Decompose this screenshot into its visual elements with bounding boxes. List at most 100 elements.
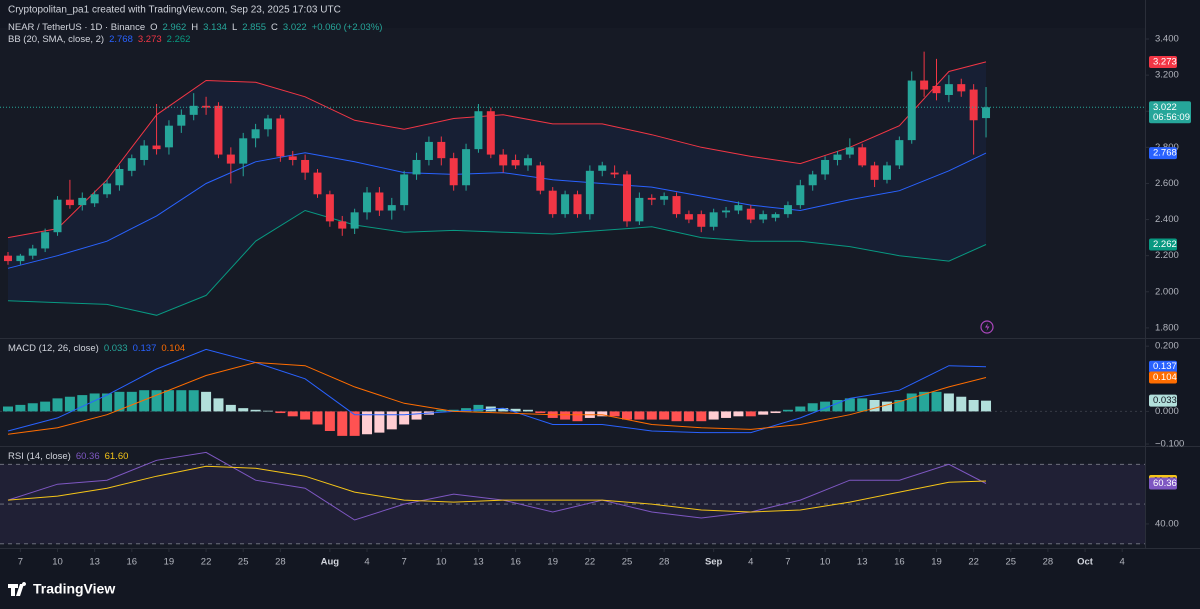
candle-body [164, 125, 173, 148]
candle-body [214, 105, 223, 155]
price-tag-label: 0.033 [1153, 395, 1177, 406]
candle-body [375, 192, 384, 211]
histogram-bar [312, 411, 323, 425]
histogram-bar [411, 411, 422, 420]
candle-body [424, 141, 433, 160]
x-tick-label: 4 [748, 557, 753, 568]
y-tick-label: 0.000 [1155, 406, 1179, 417]
candle-body [499, 154, 508, 166]
candle-body [882, 165, 891, 180]
price-tag-label: 60.36 [1153, 478, 1177, 489]
histogram-bar [857, 398, 868, 412]
y-tick-label: 3.400 [1155, 34, 1179, 45]
x-tick-label: Sep [705, 557, 723, 568]
y-tick-label: 40.00 [1155, 518, 1179, 529]
price-tag [1149, 238, 1177, 251]
candle-body [325, 194, 334, 222]
candle-body [115, 169, 124, 186]
histogram-bar [250, 409, 261, 412]
y-tick-label: 1.800 [1155, 322, 1179, 333]
x-tick-label: 13 [473, 557, 484, 568]
legend-item: 2.962 [163, 22, 187, 33]
x-tick-label: 25 [622, 557, 633, 568]
candle-body [276, 118, 285, 157]
candle-body [982, 107, 991, 119]
histogram-bar [151, 390, 162, 412]
candle-body [944, 84, 953, 95]
y-tick-label: 2.400 [1155, 214, 1179, 225]
candle-body [53, 199, 62, 233]
candle-body [610, 172, 619, 175]
histogram-bar [238, 408, 249, 412]
histogram-bar [176, 390, 187, 412]
candle-body [400, 174, 409, 206]
x-tick-label: 28 [275, 557, 286, 568]
histogram-bar [981, 400, 992, 412]
attribution: Cryptopolitan_pa1 created with TradingVi… [8, 5, 341, 16]
x-tick-label: 13 [857, 557, 868, 568]
candle-body [511, 159, 520, 166]
histogram-bar [931, 391, 942, 412]
histogram-bar [324, 411, 335, 431]
price-tag [1149, 101, 1191, 124]
candle-body [263, 118, 272, 130]
candle-body [845, 147, 854, 155]
candle-body [920, 80, 929, 90]
histogram-bar [919, 391, 930, 412]
candle-body [412, 159, 421, 175]
candle-body [103, 183, 112, 195]
indicator-line [7, 61, 987, 239]
candle-body [722, 210, 731, 213]
legend-item: RSI (14, close) [8, 451, 71, 462]
histogram-bar [733, 411, 744, 417]
candle-body [338, 221, 347, 229]
histogram-bar [213, 398, 224, 412]
x-tick-label: 19 [547, 557, 558, 568]
legend-item: 0.033 [104, 343, 128, 354]
histogram-bar [362, 411, 373, 435]
candle-body [647, 197, 656, 200]
legend-item: 2.262 [167, 34, 191, 45]
alert-icon [980, 320, 994, 334]
candle-body [152, 145, 161, 150]
histogram-bar [102, 393, 113, 412]
candle-body [28, 248, 37, 256]
x-tick-label: 25 [1005, 557, 1016, 568]
band-fill [8, 61, 987, 316]
histogram-bar [522, 409, 533, 412]
histogram-bar [696, 411, 707, 422]
histogram-bar [683, 411, 694, 422]
legend-item: 0.104 [161, 343, 185, 354]
legend: RSI (14, close) 60.36 61.60 [8, 451, 128, 462]
candle-body [573, 194, 582, 215]
legend-item: 2.855 [242, 22, 266, 33]
price-tag-label: 0.104 [1153, 372, 1177, 383]
y-tick-label: 0.200 [1155, 341, 1179, 352]
candle-body [561, 194, 570, 215]
legend-item: BB (20, SMA, close, 2) [8, 34, 104, 45]
legend-item: +0.060 (+2.03%) [312, 22, 383, 33]
candle-body [709, 212, 718, 227]
candle-body [821, 159, 830, 175]
candle-body [387, 205, 396, 211]
histogram-bar [869, 399, 880, 412]
indicator-line [7, 209, 987, 316]
histogram-bar [461, 408, 472, 412]
histogram-bar [436, 409, 447, 412]
histogram-bar [139, 390, 150, 412]
candle-body [796, 185, 805, 206]
histogram-bar [807, 403, 818, 412]
candle-body [759, 214, 768, 220]
x-tick-label: 7 [785, 557, 790, 568]
y-tick-label: 2.600 [1155, 178, 1179, 189]
alert-bolt [985, 323, 990, 331]
candle-body [363, 192, 372, 213]
candle-body [734, 205, 743, 211]
price-tag [1149, 394, 1177, 407]
price-tag [1149, 477, 1177, 490]
candle-body [746, 208, 755, 220]
candle-body [684, 214, 693, 220]
candle-body [598, 165, 607, 171]
price-tag-label: 2.262 [1153, 239, 1177, 250]
histogram-bar [300, 411, 311, 420]
